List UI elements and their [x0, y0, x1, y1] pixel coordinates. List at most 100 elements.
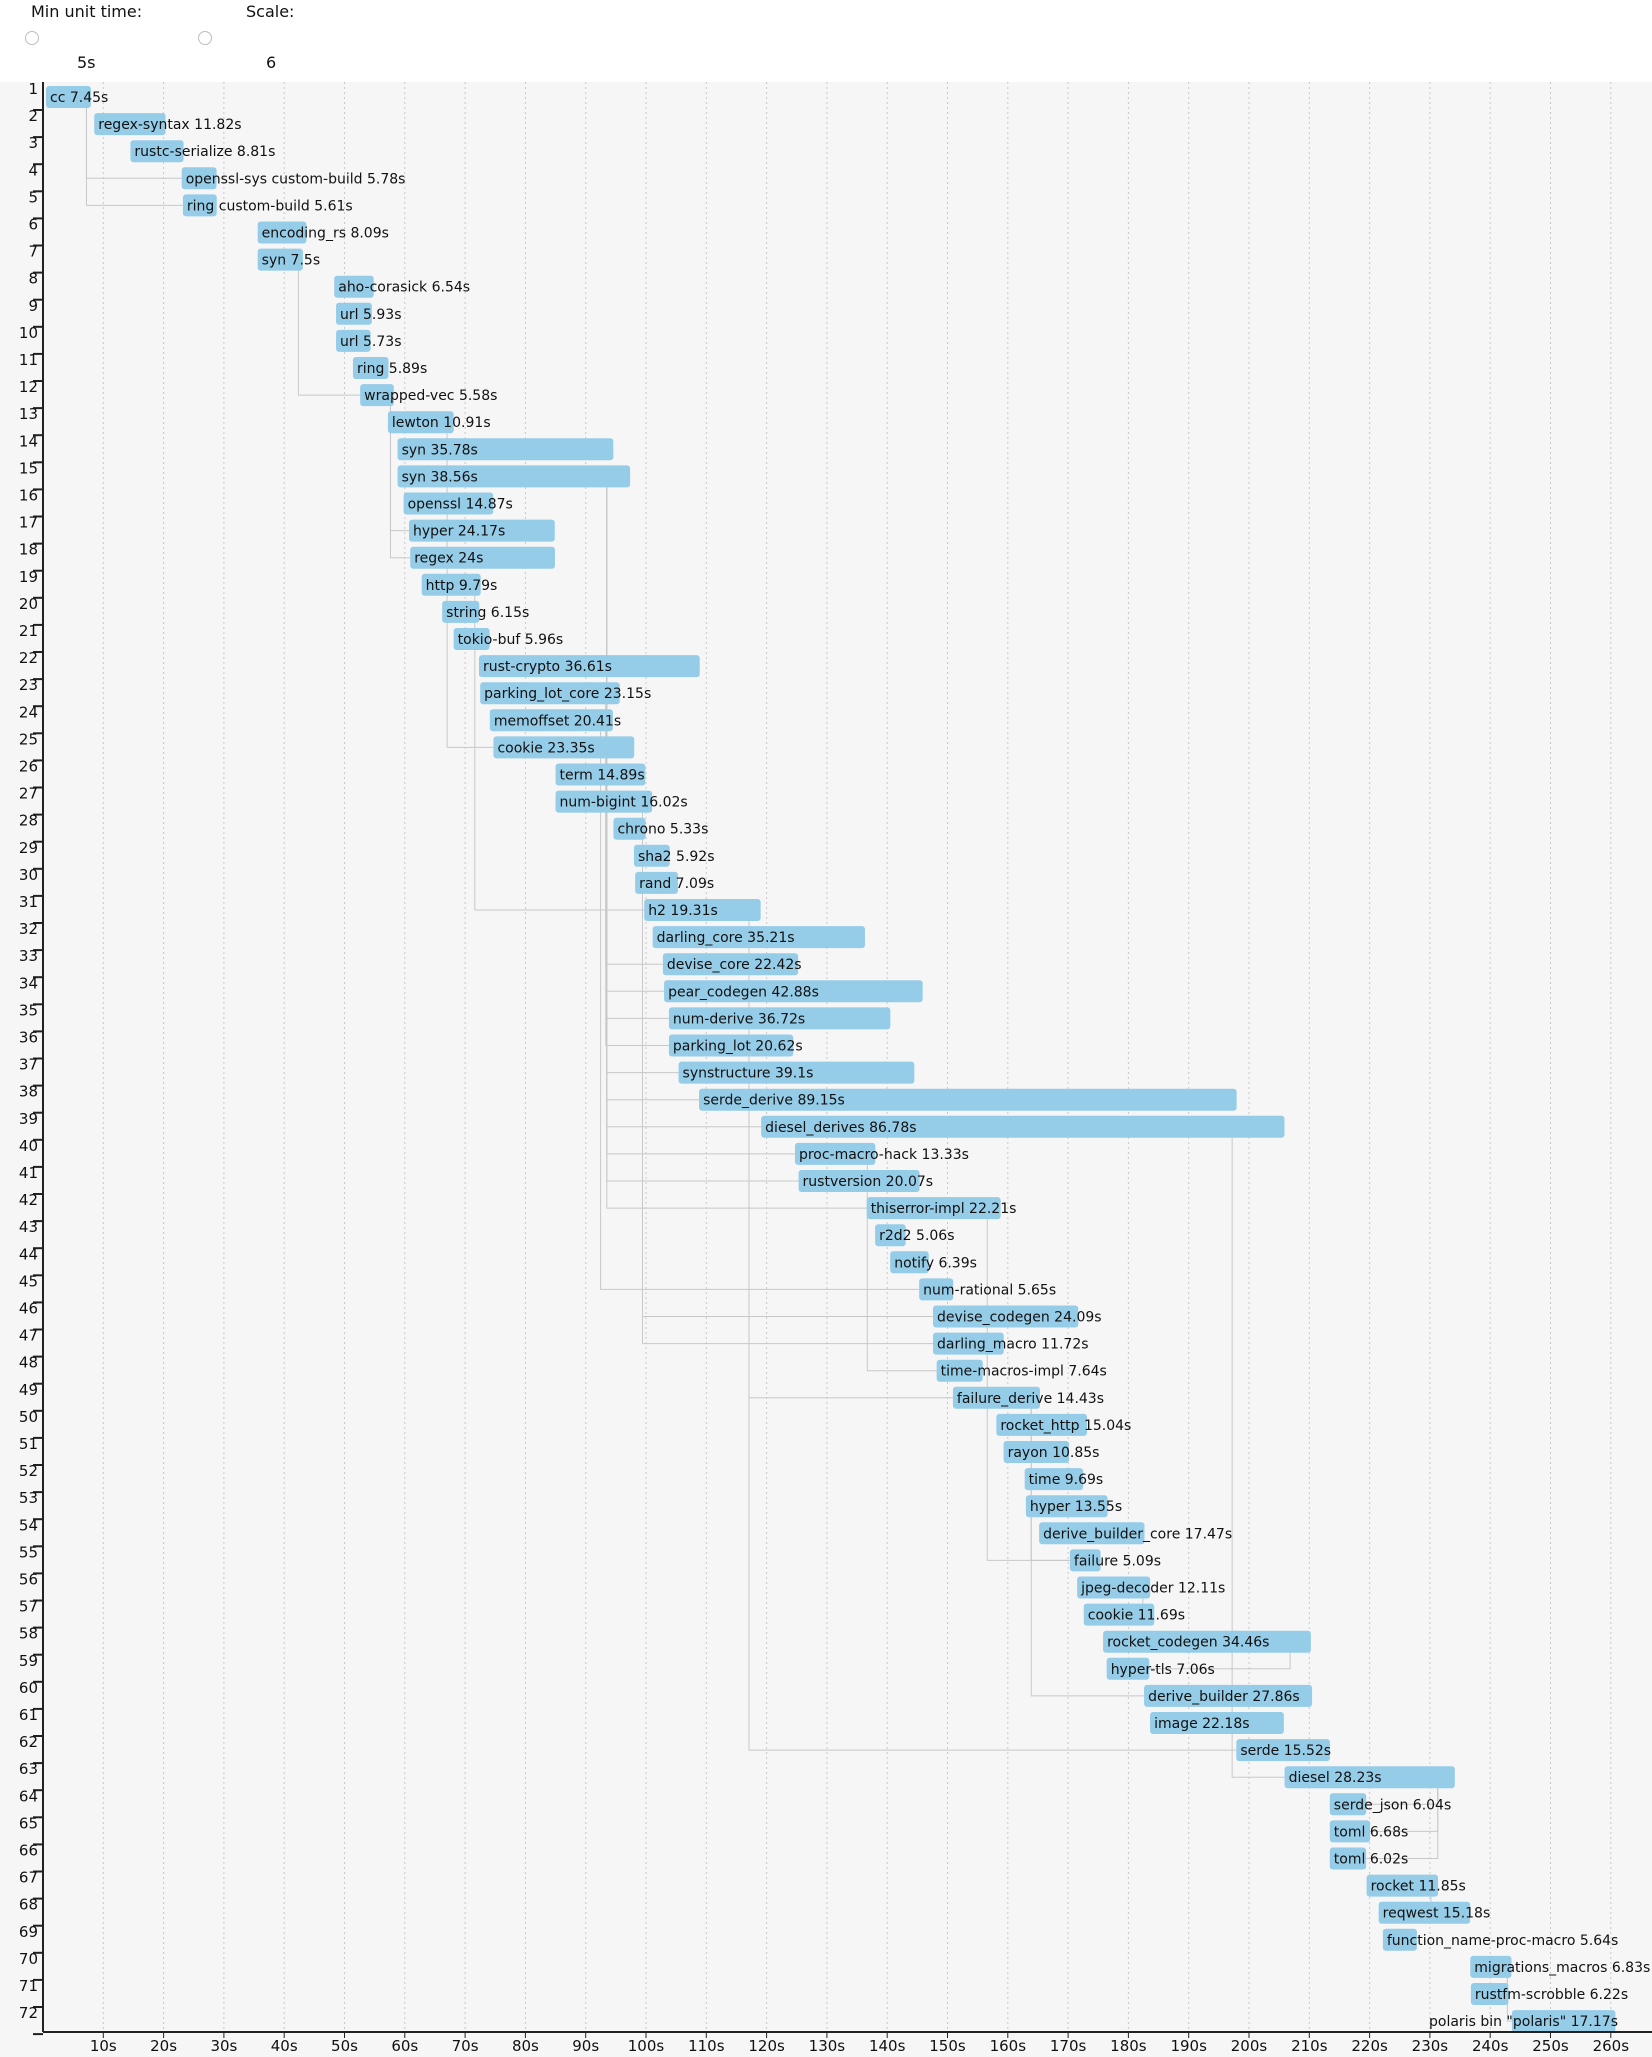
scale-slider-handle[interactable] [198, 31, 212, 45]
row-number-43: 43 [19, 1218, 38, 1236]
row-number-47: 47 [19, 1327, 38, 1345]
unit-label-37: synstructure 39.1s [683, 1066, 814, 1082]
x-tick-label-70s: 70s [452, 2037, 479, 2055]
unit-bar-55 [1069, 1549, 1101, 1572]
unit-label-32: darling_core 35.21s [657, 930, 795, 946]
unit-bar-72 [1511, 2010, 1616, 2033]
dependency-line [748, 921, 1237, 1751]
unit-label-54: derive_builder_core 17.47s [1043, 1526, 1232, 1542]
unit-label-53: hyper 13.55s [1030, 1499, 1122, 1515]
dependency-line [1106, 1652, 1291, 1670]
unit-bar-30 [635, 871, 678, 894]
row-number-9: 9 [28, 297, 38, 315]
x-tick-label-210s: 210s [1291, 2037, 1328, 2055]
unit-bar-11 [352, 357, 389, 379]
x-tick-label-230s: 230s [1412, 2037, 1449, 2055]
row-number-72: 72 [19, 2004, 38, 2022]
unit-label-71: rustfm-scrobble 6.22s [1475, 1987, 1628, 2003]
unit-label-33: devise_core 22.42s [667, 957, 802, 973]
unit-bar-44 [890, 1251, 929, 1274]
row-number-63: 63 [19, 1760, 38, 1778]
row-number-50: 50 [19, 1408, 38, 1426]
bars-layer: cc 7.45s regex-syntax 11.82s rustc-seriali… [46, 86, 1650, 2033]
unit-bar-28 [613, 817, 646, 840]
x-tick-label-80s: 80s [512, 2037, 539, 2055]
unit-bar-6 [257, 221, 307, 244]
unit-label-31: h2 19.31s [648, 903, 718, 919]
unit-bar-3 [130, 140, 184, 163]
unit-bar-26 [555, 763, 646, 786]
axes-layer: 1234567891011121314151617181920212223242… [19, 82, 1652, 2055]
scale-label: Scale: [246, 2, 295, 21]
row-number-61: 61 [19, 1706, 38, 1724]
unit-label-34: pear_codegen 42.88s [668, 984, 819, 1000]
row-number-23: 23 [19, 676, 38, 694]
x-tick-label-130s: 130s [809, 2037, 846, 2055]
row-number-5: 5 [28, 188, 38, 206]
unit-label-8: aho-corasick 6.54s [338, 280, 470, 296]
unit-label-5: ring custom-build 5.61s [187, 198, 353, 214]
unit-bar-52 [1024, 1468, 1084, 1491]
unit-bar-65 [1329, 1820, 1371, 1843]
row-number-65: 65 [19, 1814, 38, 1832]
row-number-20: 20 [19, 595, 38, 613]
row-number-66: 66 [19, 1842, 38, 1860]
unit-label-12: wrapped-vec 5.58s [364, 388, 497, 404]
x-tick-label-180s: 180s [1110, 2037, 1147, 2055]
controls-panel: Min unit time: 5s Scale: 6 [0, 0, 1652, 82]
row-number-62: 62 [19, 1733, 38, 1751]
unit-label-55: failure 5.09s [1074, 1553, 1161, 1569]
unit-bar-14 [397, 438, 614, 461]
min-unit-time-slider-handle[interactable] [25, 31, 39, 45]
unit-label-68: reqwest 15.18s [1383, 1906, 1491, 1922]
unit-label-65: toml 6.68s [1334, 1824, 1409, 1840]
row-number-6: 6 [28, 216, 38, 234]
unit-bar-4 [181, 167, 217, 190]
unit-bar-25 [493, 736, 635, 759]
unit-label-72: polaris bin "polaris" 17.17s [1429, 2014, 1618, 2030]
unit-bar-57 [1083, 1603, 1155, 1626]
unit-bar-38 [699, 1088, 1237, 1111]
unit-bar-45 [919, 1278, 954, 1301]
unit-bar-19 [421, 573, 481, 596]
dependency-line [297, 270, 361, 396]
x-tick-label-20s: 20s [150, 2037, 177, 2055]
unit-label-22: rust-crypto 36.61s [483, 659, 612, 675]
row-number-30: 30 [19, 866, 38, 884]
unit-bar-33 [662, 953, 799, 976]
x-tick-label-200s: 200s [1231, 2037, 1268, 2055]
x-tick-label-220s: 220s [1351, 2037, 1388, 2055]
row-number-67: 67 [19, 1869, 38, 1887]
unit-label-40: proc-macro-hack 13.33s [799, 1147, 969, 1163]
unit-label-15: syn 38.56s [402, 469, 478, 485]
unit-bar-5 [182, 194, 217, 217]
x-tick-label-160s: 160s [990, 2037, 1027, 2055]
row-number-48: 48 [19, 1354, 38, 1372]
row-number-16: 16 [19, 487, 38, 505]
unit-label-3: rustc-serialize 8.81s [134, 144, 275, 160]
row-number-13: 13 [19, 405, 38, 423]
row-number-54: 54 [19, 1516, 38, 1534]
unit-bar-63 [1284, 1766, 1455, 1789]
unit-label-11: ring 5.89s [357, 361, 427, 377]
unit-label-7: syn 7.5s [262, 253, 320, 269]
row-number-42: 42 [19, 1191, 38, 1209]
row-number-33: 33 [19, 947, 38, 965]
unit-label-56: jpeg-decoder 12.11s [1080, 1581, 1225, 1597]
unit-label-4: openssl-sys custom-build 5.78s [186, 171, 406, 187]
dependency-line [389, 406, 411, 559]
unit-label-13: lewton 10.91s [392, 415, 491, 431]
unit-bar-27 [555, 790, 653, 813]
unit-bar-8 [334, 275, 374, 298]
unit-label-45: num-rational 5.65s [923, 1282, 1056, 1298]
row-number-39: 39 [19, 1110, 38, 1128]
unit-label-38: serde_derive 89.15s [703, 1093, 845, 1109]
unit-bar-43 [875, 1224, 906, 1247]
row-number-8: 8 [28, 270, 38, 288]
unit-label-29: sha2 5.92s [638, 849, 715, 865]
row-number-19: 19 [19, 568, 38, 586]
row-number-22: 22 [19, 649, 38, 667]
row-number-12: 12 [19, 378, 38, 396]
x-tick-label-260s: 260s [1593, 2037, 1630, 2055]
row-number-21: 21 [19, 622, 38, 640]
